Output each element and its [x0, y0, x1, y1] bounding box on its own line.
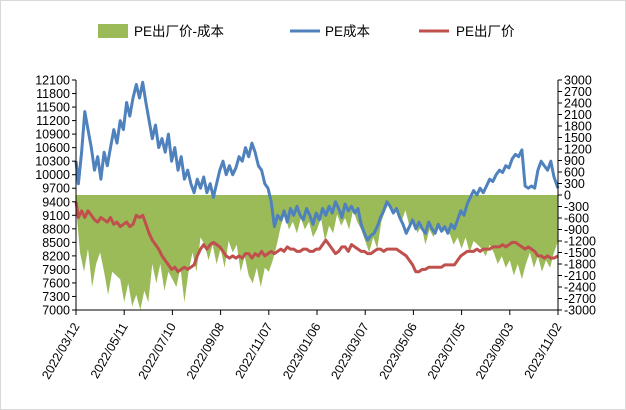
legend-label: PE成本 [325, 24, 371, 39]
y-right-tick-label: -2700 [564, 292, 596, 306]
y-left-tick-label: 9700 [42, 182, 70, 196]
y-right-tick-label: -1500 [564, 246, 596, 260]
y-left-tick-label: 12100 [35, 74, 70, 88]
y-right-tick-label: 3000 [564, 74, 592, 88]
legend: PE出厂价-成本 PE成本 PE出厂价 [98, 24, 515, 39]
y-left-tick-label: 7600 [42, 276, 70, 290]
y-left-tick-label: 9100 [42, 209, 70, 223]
y-right-tick-label: 2700 [564, 85, 592, 99]
y-left-tick-label: 10000 [35, 168, 70, 182]
y-right-tick-label: 1800 [564, 120, 592, 134]
y-left-tick-label: 11500 [36, 101, 70, 115]
y-right-tick-label: -1200 [564, 235, 596, 249]
y-right-tick-label: -600 [564, 212, 589, 226]
y-left-tick-label: 7300 [42, 290, 70, 304]
y-left-tick-label: 10600 [35, 141, 70, 155]
series-line-pe-price [74, 201, 559, 274]
y-left-tick-label: 8800 [42, 222, 70, 236]
legend-label: PE出厂价 [456, 24, 515, 39]
legend-swatch-area [98, 24, 128, 38]
y-right-tick-label: 1500 [564, 131, 592, 145]
y-left-tick-label: 11800 [36, 87, 70, 101]
y-left-tick-label: 10900 [35, 128, 70, 142]
y-left-tick-label: 10300 [35, 155, 70, 169]
y-right-tick-label: 900 [564, 154, 585, 168]
y-right-tick-label: -2400 [564, 281, 596, 295]
y-right-tick-label: -1800 [564, 258, 596, 272]
y-left-tick-label: 8500 [42, 236, 70, 250]
y-right-tick-label: 1200 [564, 143, 592, 157]
y-left-tick-label: 11200 [36, 114, 70, 128]
y-right-tick-label: 2400 [564, 97, 592, 111]
y-right-tick-label: 0 [564, 189, 571, 203]
y-right-tick-label: -300 [564, 200, 589, 214]
legend-label: PE出厂价-成本 [134, 24, 225, 39]
y-right-tick-label: 300 [564, 177, 585, 191]
y-right-tick-label: 600 [564, 166, 585, 180]
y-left-tick-label: 7900 [42, 263, 70, 277]
y-left-tick-label: 8200 [42, 249, 70, 263]
series-line-pe-cost [74, 80, 560, 242]
y-left-tick-label: 9400 [42, 195, 70, 209]
y-right-tick-label: -900 [564, 223, 589, 237]
y-left-tick-label: 7000 [42, 304, 70, 318]
y-right-tick-label: 2100 [564, 108, 592, 122]
y-right-tick-label: -3000 [564, 304, 596, 318]
line-layer [74, 80, 560, 274]
y-right-tick-label: -2100 [564, 269, 596, 283]
